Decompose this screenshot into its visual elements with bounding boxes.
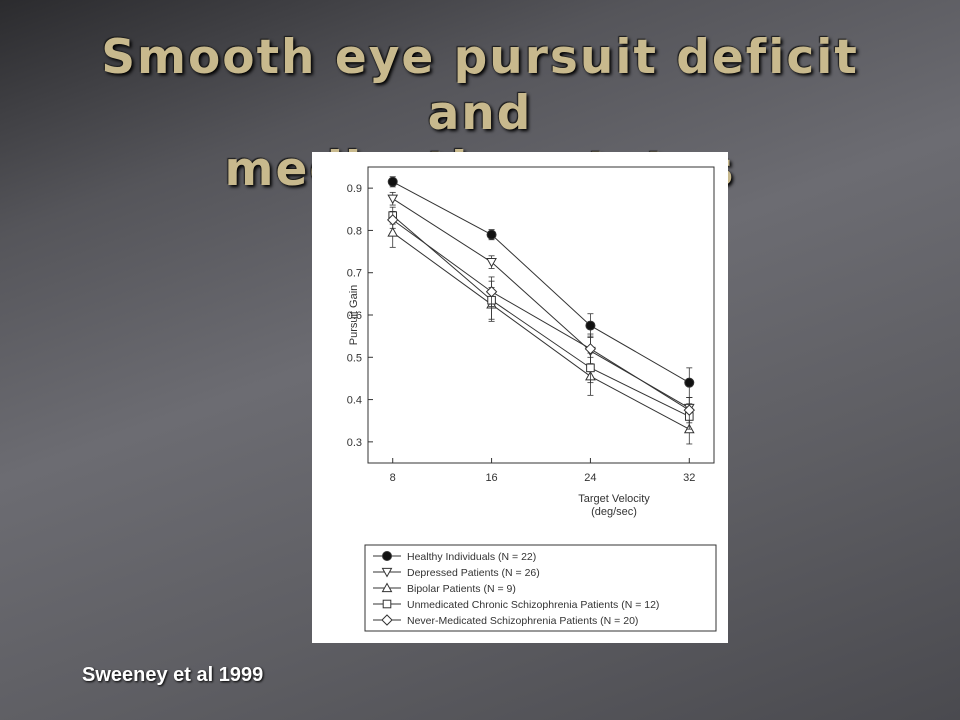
legend-box — [364, 544, 717, 632]
data-point-triangle-up — [387, 227, 399, 237]
legend-label: Bipolar Patients (N = 9) — [407, 583, 516, 595]
y-tick-label: 0.6 — [347, 310, 362, 322]
legend-label: Healthy Individuals (N = 22) — [407, 551, 536, 563]
data-point-diamond — [485, 286, 498, 298]
y-tick-label: 0.5 — [347, 352, 362, 364]
citation-caption: Sweeney et al 1999 — [82, 664, 264, 686]
data-point-filled-circle — [486, 229, 497, 240]
legend-marker-diamond — [381, 614, 393, 626]
x-axis: 8 16 24 32 — [390, 458, 695, 484]
y-tick-label: 0.4 — [347, 395, 362, 407]
data-point-triangle-down — [387, 194, 399, 205]
series-group — [387, 176, 695, 445]
slide-title-line-1: Smooth eye pursuit deficit and — [101, 30, 859, 141]
series-triangle-up — [387, 217, 695, 445]
series-line — [392, 198, 690, 409]
data-point-diamond — [584, 343, 597, 355]
y-tick-label: 0.7 — [347, 268, 362, 280]
legend-label: Unmedicated Chronic Schizophrenia Patien… — [407, 599, 659, 611]
legend-marker-filled-circle — [382, 551, 392, 561]
series-line — [392, 232, 690, 430]
data-point-filled-circle — [585, 320, 596, 331]
chart-figure: 0.3 0.4 0.5 0.6 0.7 0.8 0.9 8 16 24 32 Target Vel… — [312, 152, 728, 643]
plot-frame — [367, 166, 715, 464]
legend-marker-triangle-up — [381, 582, 393, 593]
x-tick-label: 8 — [390, 472, 396, 484]
y-tick-label: 0.8 — [347, 225, 362, 237]
x-axis-label: Target Velocity — [578, 493, 650, 505]
data-point-filled-circle — [387, 176, 398, 187]
x-axis-label-units: (deg/sec) — [591, 506, 637, 518]
y-tick-label: 0.9 — [347, 183, 362, 195]
x-tick-label: 24 — [584, 472, 596, 484]
series-diamond — [387, 211, 695, 424]
series-line — [392, 181, 690, 384]
data-point-diamond — [387, 214, 399, 226]
x-tick-label: 32 — [683, 472, 695, 484]
x-tick-label: 16 — [485, 472, 497, 484]
legend-label: Never-Medicated Schizophrenia Patients (… — [407, 615, 638, 627]
series-line — [392, 215, 690, 417]
data-point-square — [586, 363, 595, 373]
data-point-filled-circle — [684, 377, 695, 388]
legend-marker-square — [382, 599, 392, 609]
y-axis: 0.3 0.4 0.5 0.6 0.7 0.8 0.9 — [347, 183, 373, 449]
pursuit-gain-chart: 0.3 0.4 0.5 0.6 0.7 0.8 0.9 8 16 24 32 Target Vel… — [347, 166, 717, 632]
series-filled-circle — [387, 176, 695, 398]
legend-label: Depressed Patients (N = 26) — [407, 567, 540, 579]
data-point-triangle-down — [486, 258, 497, 268]
legend-marker-triangle-down — [381, 567, 393, 578]
series-square — [388, 206, 694, 430]
y-tick-label: 0.3 — [347, 437, 362, 449]
legend: Healthy Individuals (N = 22) Depressed Pa… — [373, 551, 659, 627]
series-line — [392, 219, 690, 411]
data-point-diamond — [683, 404, 695, 416]
y-axis-label: Pursuit Gain — [348, 285, 360, 346]
